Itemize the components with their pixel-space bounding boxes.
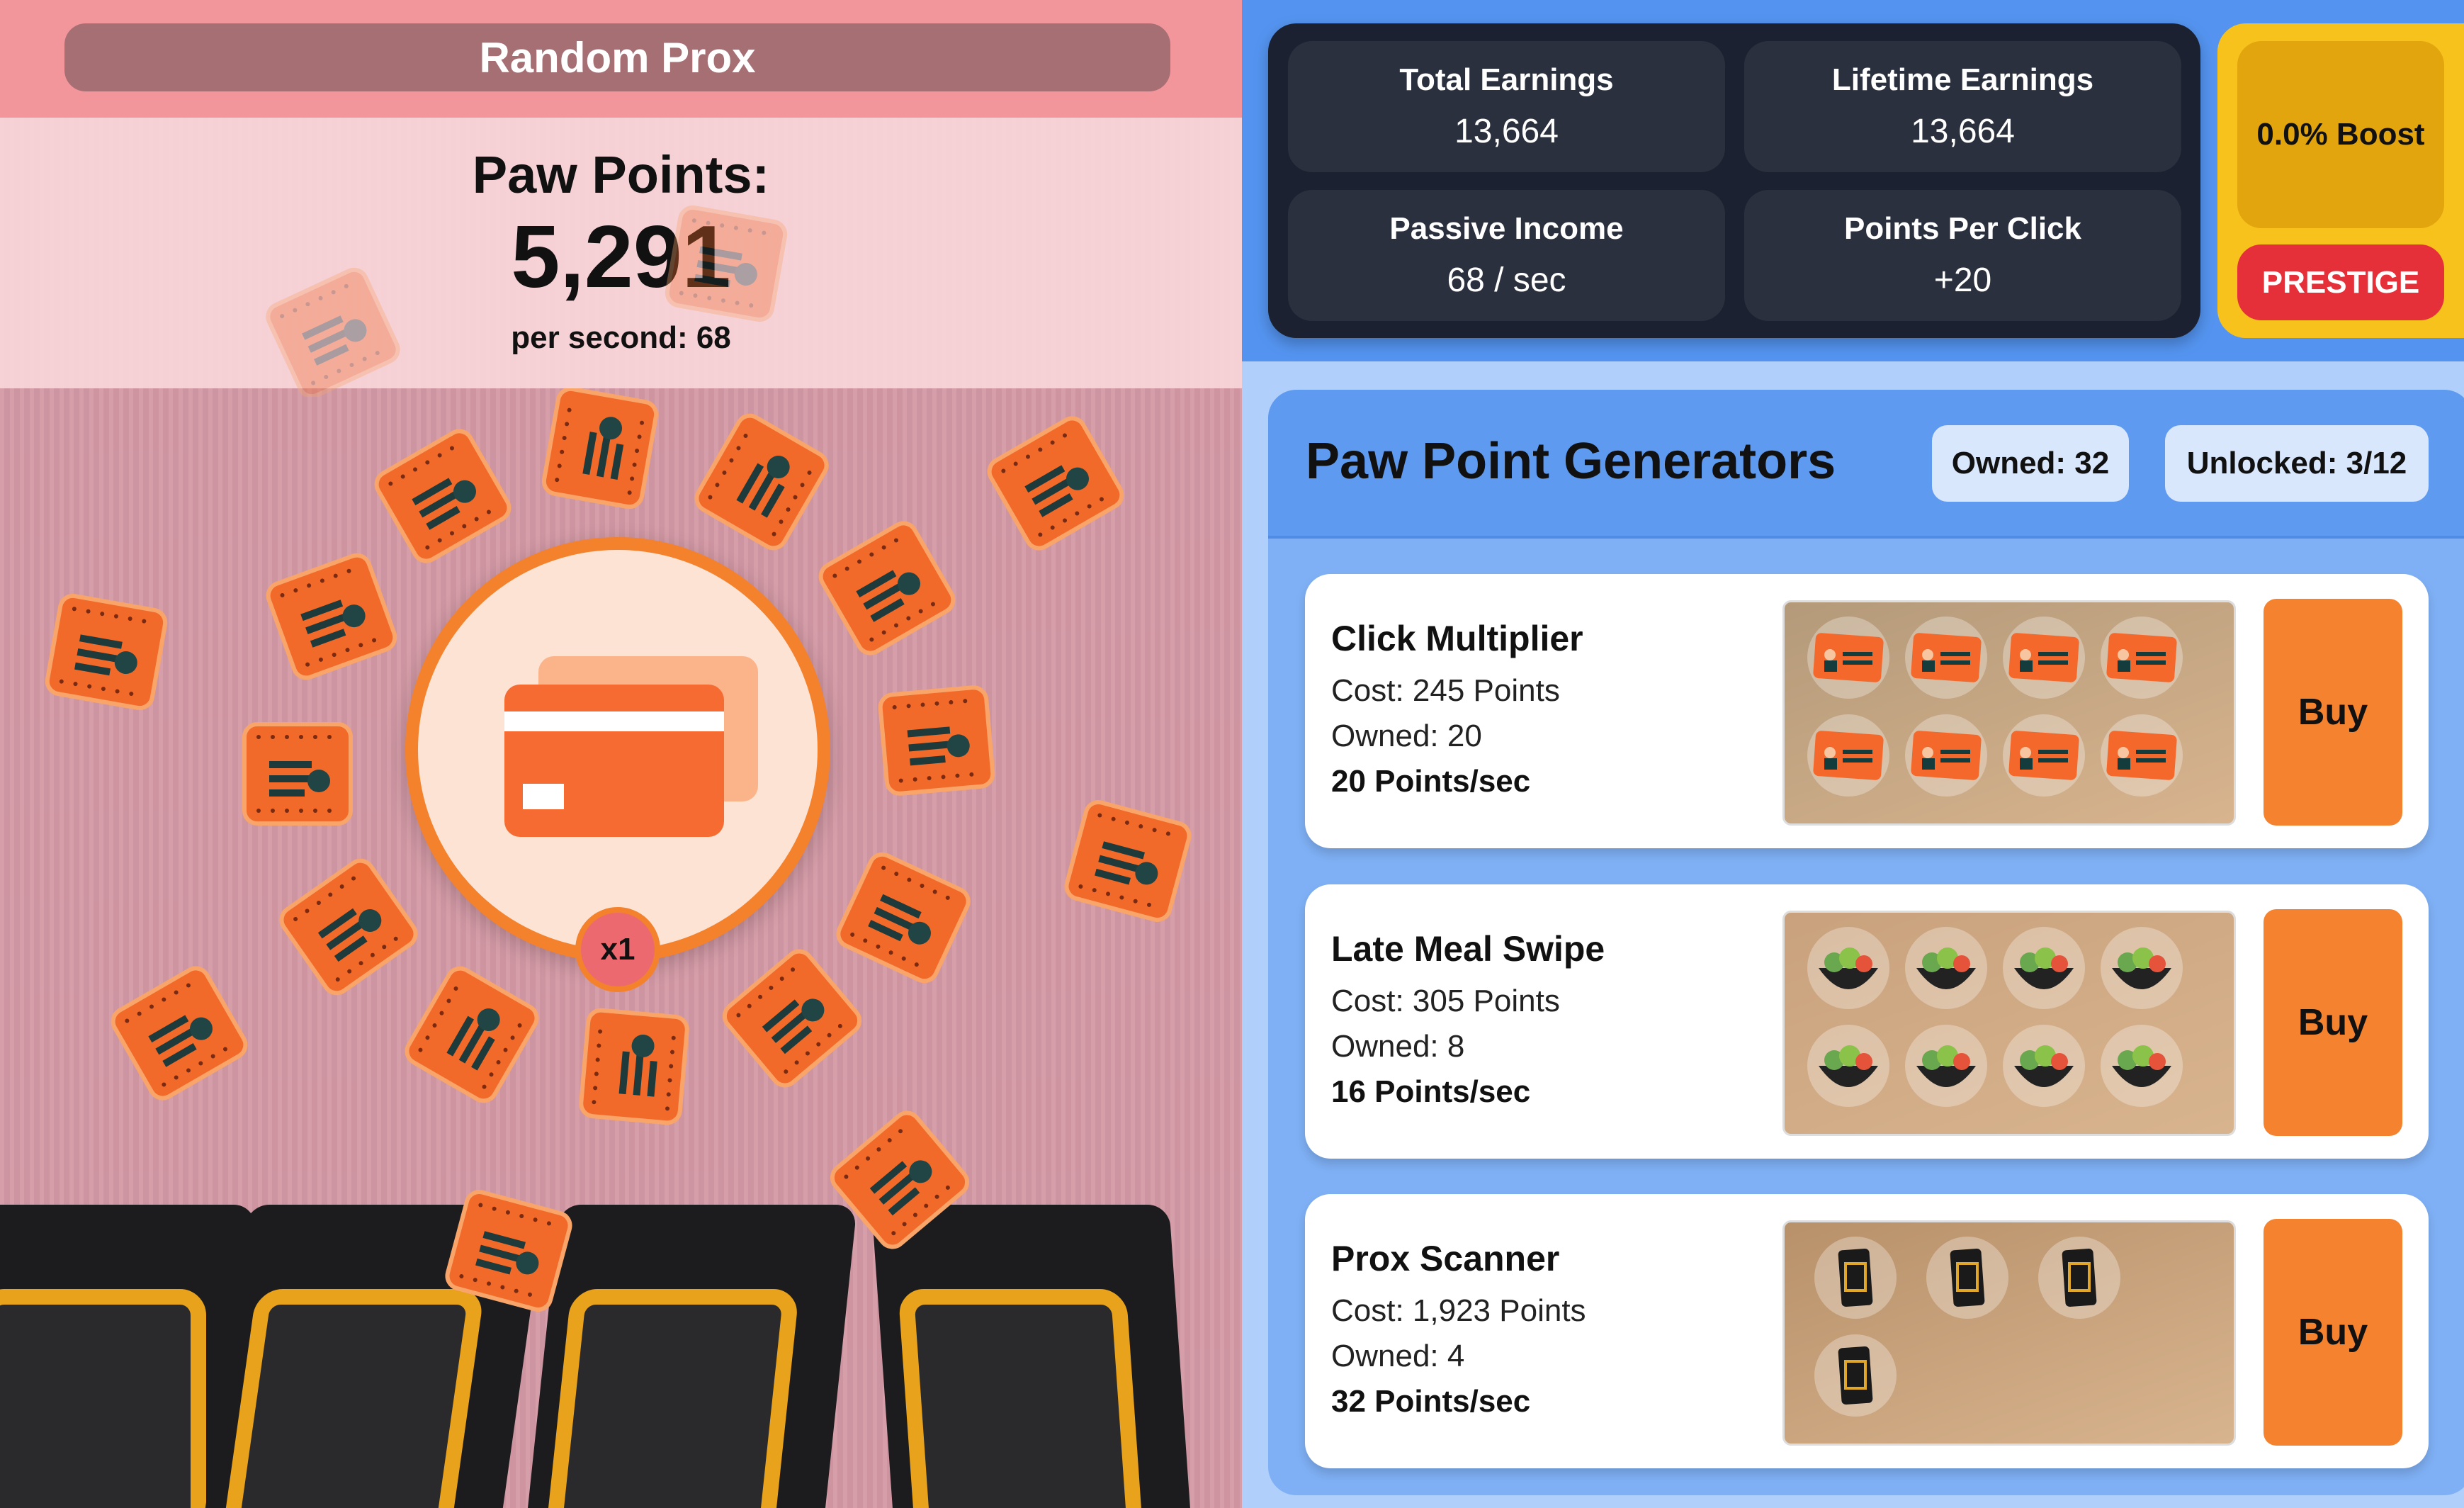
id-card-icon [374, 429, 512, 563]
generator-cost: Cost: 305 Points [1331, 984, 1560, 1018]
id-card-icon [579, 1008, 689, 1125]
id-card-icon [405, 966, 539, 1103]
id-card-icon [45, 593, 168, 711]
id-card-icon [1905, 714, 1987, 797]
buy-button[interactable]: Buy [2264, 909, 2402, 1136]
salad-bowl-icon [2101, 1025, 2183, 1107]
generators-panel: Paw Point Generators Owned: 32 Unlocked:… [1268, 390, 2464, 1495]
generator-card: Late Meal Swipe Cost: 305 Points Owned: … [1305, 884, 2429, 1159]
generator-cost: Cost: 245 Points [1331, 673, 1560, 708]
stat-label: Lifetime Earnings [1831, 62, 2094, 97]
game-area: Random Prox Paw Points: 5,291 per second… [0, 0, 1242, 1508]
buy-button[interactable]: Buy [2264, 599, 2402, 826]
stats-panel: Total Earnings 13,664 Lifetime Earnings 13… [1268, 23, 2200, 338]
card-reader-tray [873, 1205, 1192, 1508]
id-card-icon [2101, 617, 2183, 699]
floating-cards [45, 386, 1192, 1312]
stat-label: Total Earnings [1399, 62, 1614, 97]
id-card-icon [1064, 800, 1192, 922]
generator-image [1782, 911, 2236, 1136]
card-reader-tray [0, 1205, 255, 1508]
boost-indicator: 0.0% Boost [2237, 41, 2444, 228]
stat-lifetime-earnings: Lifetime Earnings 13,664 [1744, 41, 2181, 172]
generators-title: Paw Point Generators [1306, 433, 1836, 490]
generator-name: Late Meal Swipe [1331, 929, 1605, 969]
prox-scanner-icon [1814, 1334, 1897, 1417]
prox-scanner-icon [1814, 1237, 1897, 1319]
generator-rate: 16 Points/sec [1331, 1074, 1531, 1109]
boost-panel: 0.0% Boost PRESTIGE [2217, 23, 2464, 338]
header-bar: Random Prox [0, 0, 1242, 118]
prestige-button[interactable]: PRESTIGE [2237, 244, 2444, 320]
id-card-icon [2101, 714, 2183, 797]
id-card-icon [1807, 714, 1889, 797]
salad-bowl-icon [1807, 927, 1889, 1009]
id-card-icon [2003, 714, 2085, 797]
score-display: Paw Points: 5,291 per second: 68 [0, 118, 1242, 388]
id-card-icon [987, 416, 1124, 551]
id-card-icon [1905, 617, 1987, 699]
stat-total-earnings: Total Earnings 13,664 [1288, 41, 1725, 172]
id-card-icon [836, 852, 971, 984]
shop-panel: Total Earnings 13,664 Lifetime Earnings 13… [1242, 0, 2464, 1508]
generator-owned: Owned: 8 [1331, 1029, 1465, 1064]
id-card-icon [111, 966, 248, 1101]
credit-card-icon [504, 656, 758, 837]
salad-bowl-icon [2003, 1025, 2085, 1107]
unlocked-badge: Unlocked: 3/12 [2165, 425, 2429, 502]
id-card-icon [541, 386, 659, 510]
generator-card: Prox Scanner Cost: 1,923 Points Owned: 4… [1305, 1194, 2429, 1468]
points-value: 5,291 [511, 208, 731, 306]
generator-name: Click Multiplier [1331, 619, 1583, 658]
generator-image [1782, 1220, 2236, 1446]
id-card-icon [2003, 617, 2085, 699]
salad-bowl-icon [2101, 927, 2183, 1009]
game-title: Random Prox [64, 23, 1170, 91]
generators-header: Paw Point Generators Owned: 32 Unlocked:… [1268, 390, 2464, 539]
generator-name: Prox Scanner [1331, 1239, 1560, 1278]
generator-rate: 32 Points/sec [1331, 1384, 1531, 1419]
id-card-icon [242, 722, 353, 826]
stat-value: 13,664 [1911, 113, 2015, 150]
points-label: Paw Points: [472, 145, 770, 204]
prox-scanner-icon [1926, 1237, 2008, 1319]
points-per-second: per second: 68 [511, 320, 731, 355]
generator-rate: 20 Points/sec [1331, 764, 1531, 799]
generator-image [1782, 600, 2236, 826]
id-card-icon [722, 949, 862, 1088]
id-card-icon [445, 1190, 572, 1312]
salad-bowl-icon [1905, 1025, 1987, 1107]
stat-label: Points Per Click [1843, 211, 2081, 246]
buy-button[interactable]: Buy [2264, 1219, 2402, 1446]
generator-owned: Owned: 4 [1331, 1339, 1465, 1373]
stat-value: 13,664 [1454, 113, 1559, 150]
id-card-icon [694, 413, 829, 551]
id-card-icon [830, 1110, 970, 1249]
multiplier-badge: x1 [575, 907, 660, 992]
owned-badge: Owned: 32 [1932, 425, 2129, 502]
card-reader-tray [526, 1205, 856, 1508]
salad-bowl-icon [1905, 927, 1987, 1009]
id-card-icon [279, 858, 418, 996]
generator-card: Click Multiplier Cost: 245 Points Owned:… [1305, 574, 2429, 848]
generator-cost: Cost: 1,923 Points [1331, 1293, 1586, 1328]
id-card-icon [818, 521, 956, 655]
stat-label: Passive Income [1389, 211, 1624, 246]
id-card-icon [266, 553, 397, 680]
stat-passive-income: Passive Income 68 / sec [1288, 190, 1725, 321]
stat-value: +20 [1933, 261, 1992, 299]
id-card-icon [1807, 617, 1889, 699]
id-card-icon [878, 685, 995, 796]
generators-section: Paw Point Generators Owned: 32 Unlocked:… [1242, 361, 2464, 1508]
click-card-button[interactable] [405, 537, 830, 962]
salad-bowl-icon [1807, 1025, 1889, 1107]
prox-scanner-icon [2038, 1237, 2120, 1319]
stat-points-per-click: Points Per Click +20 [1744, 190, 2181, 321]
generator-owned: Owned: 20 [1331, 719, 1482, 753]
stat-value: 68 / sec [1447, 261, 1566, 299]
salad-bowl-icon [2003, 927, 2085, 1009]
